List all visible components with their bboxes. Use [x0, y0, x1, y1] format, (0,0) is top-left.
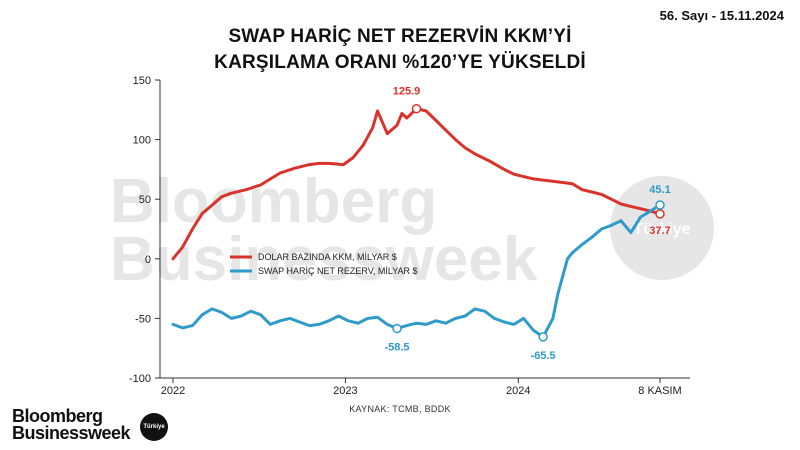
data-label: 125.9 [393, 86, 421, 98]
x-tick-label: 8 KASIM [638, 385, 681, 397]
watermark-badge-label: Türkiye [634, 221, 691, 238]
annotation-marker [538, 332, 548, 342]
x-tick-label: 2023 [333, 385, 357, 397]
brand-line-1: Bloomberg [12, 406, 103, 426]
data-label: -65.5 [531, 350, 556, 362]
data-label: 37.7 [649, 225, 670, 237]
y-tick-label: 0 [145, 254, 151, 266]
y-tick-label: 100 [133, 135, 151, 147]
y-tick-label: 150 [133, 75, 151, 87]
legend: DOLAR BAZINDA KKM, MİLYAR $ SWAP HARİÇ N… [230, 252, 418, 276]
legend-label-reserve: SWAP HARİÇ NET REZERV, MİLYAR $ [258, 266, 418, 276]
chart-title: SWAP HARİÇ NET REZERVİN KKM’Yİ KARŞILAMA… [0, 24, 800, 76]
annotation-marker [655, 209, 665, 219]
issue-date: 56. Sayı - 15.11.2024 [659, 8, 784, 23]
annotations: 125.9 -58.5 -65.5 45.1 37.7 [384, 86, 670, 362]
brand-line-2: Businessweek [12, 423, 131, 443]
watermark-badge-circle [610, 176, 714, 280]
watermark-line-2: Businessweek [110, 225, 538, 294]
reserve-line [171, 203, 662, 339]
data-label: 45.1 [649, 184, 670, 196]
annotation-marker [411, 103, 422, 114]
y-tick-label: -100 [129, 373, 151, 385]
annotation-marker [655, 200, 665, 210]
y-tick-label: 50 [139, 194, 151, 206]
x-tick-label: 2024 [506, 385, 530, 397]
chart-title-line-2: KARŞILAMA ORANI %120’YE YÜKSELDİ [214, 52, 586, 73]
annotation-marker [392, 323, 402, 334]
source-note: KAYNAK: TCMB, BDDK [349, 404, 451, 414]
y-tick-label: -50 [135, 313, 151, 325]
brand-logo: Bloomberg Businessweek [12, 406, 131, 443]
legend-label-kkm: DOLAR BAZINDA KKM, MİLYAR $ [258, 252, 397, 262]
chart-title-line-1: SWAP HARİÇ NET REZERVİN KKM’Yİ [228, 26, 572, 47]
data-label: -58.5 [384, 342, 409, 354]
x-tick-label: 2022 [161, 385, 185, 397]
brand-badge: Türkiye [140, 413, 168, 441]
axes: -100 -50 0 50 100 150 2022 2023 2024 8 KASIM [129, 75, 690, 397]
